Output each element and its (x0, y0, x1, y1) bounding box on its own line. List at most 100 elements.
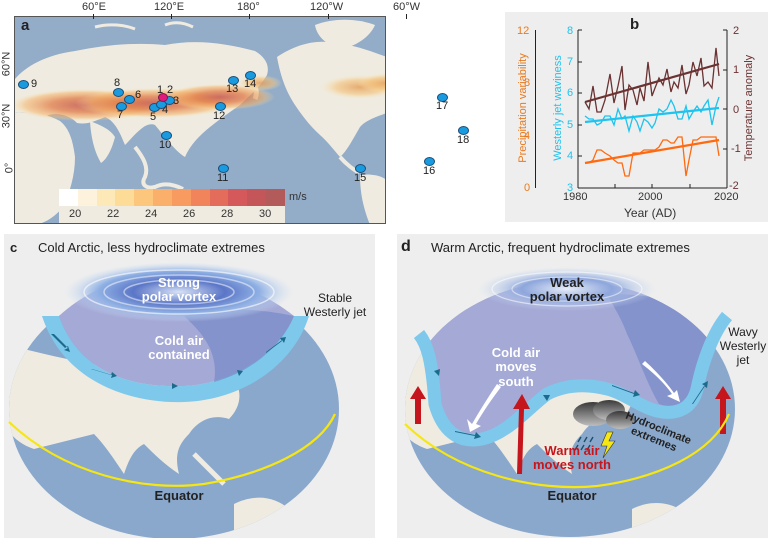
site-label-10: 10 (159, 139, 172, 151)
panel-d-letter: d (401, 238, 411, 255)
x-tick-1980: 1980 (563, 191, 588, 203)
temp-tick-neg1: -1 (731, 143, 741, 155)
site-marker-7[interactable] (116, 102, 127, 111)
jet-tick-3: 3 (567, 182, 574, 194)
site-label-3: 3 (173, 95, 180, 107)
temp-tick-0: 0 (733, 104, 740, 116)
x-tick-2000: 2000 (638, 191, 663, 203)
precip-tick-8: 8 (524, 77, 531, 89)
site-label-8: 8 (114, 77, 121, 89)
vortex-line-1: Strong (158, 275, 200, 290)
precip-axis-line (535, 30, 536, 188)
colorbar-tick-28: 28 (221, 208, 234, 220)
site-label-6: 6 (135, 89, 142, 101)
site-marker-16[interactable] (424, 157, 435, 166)
site-label-13: 13 (226, 83, 239, 95)
stable-jet-label: Stable Westerly jet (292, 291, 375, 320)
wavy-jet-label: Wavy Westerly jet (713, 325, 768, 367)
site-marker-10[interactable] (161, 131, 172, 140)
jet-line-2: Westerly (719, 338, 767, 353)
warm-air-line-2: moves north (532, 457, 611, 473)
cold-air-south-label: Cold air moves south (471, 345, 561, 389)
warm-air-line-1: Warm air (544, 443, 600, 458)
site-label-12: 12 (213, 110, 226, 122)
colorbar-labels-bg (59, 206, 285, 223)
site-marker-11[interactable] (218, 164, 229, 173)
vortex-line-1: Weak (550, 275, 584, 290)
site-marker-6[interactable] (124, 95, 135, 104)
colorbar-tick-30: 30 (259, 208, 272, 220)
temp-tick-1: 1 (733, 64, 740, 76)
cold-air-label: Cold air contained (119, 333, 239, 363)
panel-d: d Warm Arctic, frequent hydroclimate ext… (397, 234, 768, 538)
site-marker-17[interactable] (437, 93, 448, 102)
cold-air-line-1: Cold air (154, 333, 204, 348)
cold-air-line-2: moves (495, 359, 537, 375)
colorbar-tick-24: 24 (145, 208, 158, 220)
colorbar-unit: m/s (289, 191, 307, 203)
panel-c-letter: c (10, 240, 18, 255)
temp-axis-title: Temperature anomaly (743, 54, 755, 162)
lon-tickmark (171, 14, 172, 19)
jet-line-1: Wavy (728, 325, 758, 339)
jet-tick-8: 8 (567, 25, 574, 37)
cold-air-line-3: south (498, 373, 534, 389)
panel-a: 60°E 120°E 180° 120°W 60°W 60°N 30°N 0° (0, 0, 510, 225)
jet-tick-6: 6 (567, 87, 574, 99)
jet-line-1: Stable (317, 291, 353, 305)
panel-b: b 12 8 4 0 Precipitation variability 8 7… (505, 12, 768, 222)
lon-tickmark (93, 14, 94, 19)
precip-tick-4: 4 (524, 130, 531, 142)
site-marker-15[interactable] (355, 164, 366, 173)
panel-a-letter: a (21, 17, 30, 34)
lon-tickmark (328, 14, 329, 19)
site-label-15: 15 (354, 172, 367, 184)
site-label-5: 5 (150, 111, 157, 123)
temp-tick-2: 2 (733, 25, 740, 37)
panel-c: c Cold Arctic, less hydroclimate extreme… (4, 234, 375, 538)
cold-air-line-2: contained (148, 347, 210, 363)
site-marker-8[interactable] (113, 88, 124, 97)
equator-label: Equator (547, 488, 597, 503)
panel-d-title: Warm Arctic, frequent hydroclimate extre… (431, 240, 690, 255)
site-marker-12[interactable] (215, 102, 226, 111)
colorbar-tick-26: 26 (183, 208, 196, 220)
site-marker-13[interactable] (228, 76, 239, 85)
strong-vortex-label: Strong polar vortex (114, 275, 244, 305)
site-label-11: 11 (217, 172, 229, 184)
line-plot (577, 29, 728, 189)
site-label-4: 4 (162, 104, 169, 116)
vortex-line-2: polar vortex (141, 289, 217, 305)
jet-line-3: jet (736, 352, 750, 367)
x-axis-title: Year (AD) (624, 206, 677, 220)
precip-tick-0: 0 (524, 182, 531, 194)
lon-tick-60w: 60°W (393, 1, 421, 13)
lon-tick-180: 180° (237, 1, 260, 13)
lon-tick-120w: 120°W (310, 1, 344, 13)
map-frame: 20 22 24 26 28 30 m/s (14, 16, 386, 224)
site-marker-9[interactable] (18, 80, 29, 89)
colorbar (59, 189, 285, 206)
temp-tick-neg2: -2 (729, 180, 739, 192)
vortex-line-2: polar vortex (529, 289, 605, 305)
lat-tick-60n: 60°N (0, 51, 13, 77)
site-label-14: 14 (244, 78, 257, 90)
site-label-16: 16 (423, 165, 436, 177)
site-label-18: 18 (457, 134, 470, 146)
precip-axis-title: Precipitation variability (517, 53, 529, 163)
weak-vortex-label: Weak polar vortex (502, 275, 632, 305)
site-label-17: 17 (436, 100, 449, 112)
site-marker-14[interactable] (245, 71, 256, 80)
lon-tickmark (249, 14, 250, 19)
site-marker-18[interactable] (458, 126, 469, 135)
cold-air-line-1: Cold air (491, 345, 541, 360)
jet-axis-title: Westerly jet waviness (552, 55, 564, 161)
globe-illustration-cold (8, 262, 339, 538)
colorbar-tick-20: 20 (69, 208, 82, 220)
lat-tick-30n: 30°N (0, 103, 13, 129)
site-marker-1-2[interactable] (158, 93, 168, 102)
lon-tick-60e: 60°E (82, 1, 106, 13)
site-label-9: 9 (31, 78, 38, 90)
colorbar-tick-22: 22 (107, 208, 120, 220)
jet-line-2: Westerly jet (303, 304, 367, 319)
